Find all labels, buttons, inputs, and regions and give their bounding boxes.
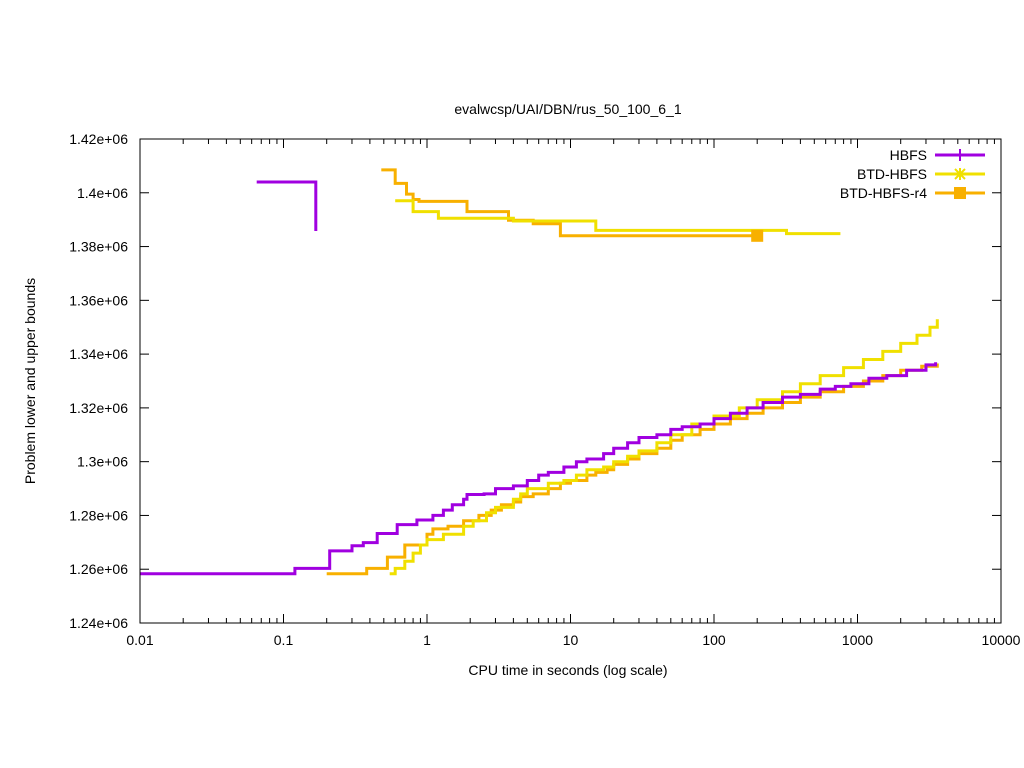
series-hbfs-upper-line [256, 180, 318, 231]
legend-label-hbfs: HBFS [890, 147, 927, 163]
y-tick-label: 1.38e+06 [69, 239, 128, 255]
x-tick-label: 0.1 [274, 632, 294, 648]
series-btd-hbfs-r4-point [751, 229, 764, 242]
x-tick-label: 0.01 [126, 632, 153, 648]
legend-marker-btd-hbfs [954, 168, 966, 180]
series-btd-hbfs-upper-line [395, 199, 841, 236]
series-btd-hbfs-lower-line [389, 319, 939, 576]
y-axis-label: Problem lower and upper bounds [22, 278, 38, 484]
series-btd-hbfs-r4-lower-line [326, 363, 939, 576]
legend: HBFS BTD-HBFS BTD-HBFS-r4 [840, 147, 985, 201]
y-tick-label: 1.34e+06 [69, 346, 128, 362]
legend-marker-btd-hbfs-r4 [954, 187, 966, 199]
x-tick-label: 1000 [842, 632, 873, 648]
plot-area [140, 168, 939, 576]
x-axis-label: CPU time in seconds (log scale) [468, 662, 667, 678]
series-hbfs-lower-line [140, 362, 938, 576]
legend-label-btd-hbfs-r4: BTD-HBFS-r4 [840, 185, 927, 201]
y-tick-label: 1.32e+06 [69, 400, 128, 416]
y-tick-label: 1.4e+06 [77, 185, 128, 201]
legend-marker-hbfs [954, 149, 966, 161]
x-tick-label: 100 [702, 632, 726, 648]
x-tick-label: 10 [563, 632, 579, 648]
series-btd-hbfs-r4-upper-line [381, 168, 758, 238]
axis-ticks: 0.01 0.1 1 10 100 1000 10000 1.24e+06 1.26e+06 1.… [69, 131, 1020, 648]
y-tick-label: 1.3e+06 [77, 454, 128, 470]
chart-title: evalwcsp/UAI/DBN/rus_50_100_6_1 [454, 101, 681, 117]
y-tick-label: 1.28e+06 [69, 507, 128, 523]
y-tick-label: 1.24e+06 [69, 615, 128, 631]
legend-label-btd-hbfs: BTD-HBFS [857, 166, 927, 182]
x-tick-label: 10000 [982, 632, 1021, 648]
plot-frame [139, 138, 1002, 624]
y-tick-label: 1.26e+06 [69, 561, 128, 577]
y-tick-label: 1.36e+06 [69, 292, 128, 308]
y-tick-label: 1.42e+06 [69, 131, 128, 147]
x-tick-label: 1 [423, 632, 431, 648]
